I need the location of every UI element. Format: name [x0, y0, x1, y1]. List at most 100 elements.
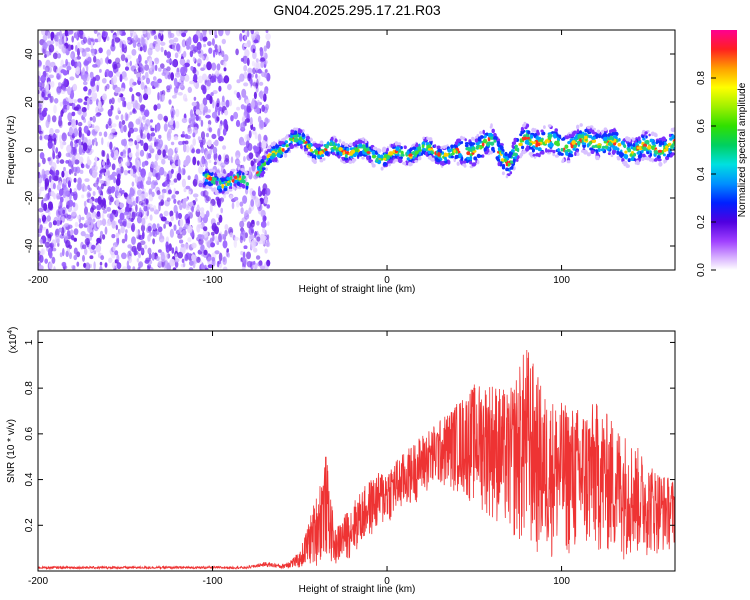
spectrogram-cell: [211, 111, 217, 119]
spectrogram-cell: [241, 257, 246, 262]
spectrogram-cell: [98, 186, 103, 194]
spectrogram-cell: [233, 236, 239, 241]
spectrogram-ridge-cell: [627, 158, 631, 163]
spectrogram-ridge-cell: [274, 157, 278, 161]
spectrogram-cell: [240, 104, 245, 110]
spectrogram-ridge-cell: [231, 168, 236, 172]
spectrogram-cells: [38, 30, 675, 270]
spectrogram-cell: [138, 252, 141, 259]
spectrogram-cell: [89, 232, 94, 238]
spectrogram-cell: [98, 47, 103, 54]
spectrogram-cell: [82, 73, 88, 82]
spectrogram-cell: [113, 63, 118, 70]
spectrogram-ridge-cell: [539, 139, 544, 143]
spectrogram-ridge-cell: [560, 152, 564, 156]
spectrogram-cell: [115, 87, 121, 93]
spectrogram-cell: [84, 238, 90, 246]
spectrogram-cell: [78, 145, 83, 155]
spectrogram-ridge-cell: [623, 162, 626, 167]
spectrogram-cell: [187, 36, 192, 46]
spectrogram-cell: [230, 115, 234, 122]
spectrogram-ridge-cell: [641, 149, 644, 154]
spectrogram-ridge-cell: [532, 141, 537, 145]
spectrogram-ridge-cell: [515, 158, 519, 162]
spectrogram-ridge-cell: [547, 139, 550, 144]
spectrogram-cell: [70, 234, 75, 241]
spectrogram-ridge-cell: [232, 186, 236, 190]
spectrogram-cell: [139, 107, 145, 112]
spectrogram-cell: [217, 110, 221, 116]
spectrogram-cell: [44, 258, 48, 264]
spectrogram-cell: [246, 111, 250, 120]
spectrogram-cell: [211, 133, 217, 140]
spectrogram-cell: [171, 59, 178, 67]
spectrogram-cell: [163, 123, 168, 132]
spectrogram-cell: [91, 139, 95, 146]
spectrogram-cell: [108, 135, 113, 140]
spectrogram-cell: [176, 146, 179, 152]
spectrogram-ridge-cell: [339, 152, 343, 157]
spectrogram-ridge-cell: [596, 129, 601, 134]
spectrogram-cell: [132, 108, 136, 113]
spectrogram-ridge-cell: [236, 181, 241, 186]
spectrogram-cell: [157, 226, 163, 233]
spectrogram-ridge-cell: [362, 137, 365, 142]
spectrogram-cell: [181, 117, 188, 124]
spectrogram-cell: [205, 191, 209, 196]
spectrogram-ridge-cell: [642, 137, 646, 141]
spectrogram-cell: [257, 115, 262, 123]
spectrogram-cell: [166, 66, 171, 72]
spectrogram-cell: [264, 104, 269, 111]
spectrogram-cell: [158, 134, 162, 139]
spectrogram-ridge-cell: [362, 145, 365, 149]
spectrogram-ridge-cell: [483, 147, 487, 152]
spectrogram-cell: [83, 86, 88, 92]
spectrogram-cell: [210, 92, 214, 97]
spectrogram-cell: [174, 258, 180, 263]
spectrogram-cell: [236, 79, 241, 84]
spectrogram-cell: [191, 205, 194, 213]
spectrogram-ridge-cell: [489, 135, 495, 140]
spectrogram-cell: [208, 73, 212, 80]
spectrogram-ridge-cell: [554, 128, 558, 133]
spectrogram-ridge-cell: [650, 131, 655, 137]
spectrogram-cell: [64, 170, 69, 179]
spectrogram-cell: [140, 139, 144, 146]
spectrogram-ridge-cell: [205, 181, 210, 185]
spectrogram-ridge-cell: [290, 134, 293, 139]
spectrogram-ridge-cell: [436, 158, 440, 163]
spectrogram-cell: [75, 139, 80, 144]
spectrogram-cell: [129, 30, 134, 34]
spectrogram-cell: [187, 225, 193, 234]
spectrogram-ridge-cell: [309, 148, 313, 152]
spectrogram-cell: [72, 166, 78, 173]
spectrogram-cell: [90, 38, 94, 43]
spectrogram-cell: [63, 78, 67, 88]
spectrogram-cell: [42, 34, 48, 41]
spectrogram-cell: [59, 188, 64, 196]
spectrogram-cell: [56, 86, 62, 94]
spectrogram-cell: [140, 65, 145, 74]
spectrogram-cell: [264, 193, 268, 203]
spectrogram-ridge-cell: [240, 168, 245, 171]
spectrogram-ridge-cell: [576, 149, 579, 153]
spectrogram-ridge-cell: [301, 133, 306, 137]
spectrogram-cell: [85, 64, 89, 73]
spectrogram-cell: [111, 163, 116, 171]
spectrogram-cell: [136, 242, 142, 252]
spectrogram-ridge-cell: [204, 173, 208, 178]
spectrogram-cell: [83, 200, 87, 207]
spectrogram-cell: [179, 83, 184, 88]
spectrogram-cell: [115, 232, 119, 239]
spectrogram-cell: [45, 50, 50, 57]
spectrogram-cell: [258, 134, 262, 143]
spectrogram-cell: [121, 120, 126, 125]
spectrogram-cell: [38, 218, 42, 223]
spectrogram-cell: [258, 260, 263, 266]
spectrogram-cell: [120, 166, 124, 174]
spectrogram-ridge-cell: [586, 143, 590, 148]
spectrogram-ridge-cell: [226, 177, 231, 181]
spectrogram-cell: [38, 250, 41, 255]
snr-y-tick-label-2: 0.6: [24, 426, 35, 440]
spectrogram-ridge-cell: [491, 128, 495, 134]
